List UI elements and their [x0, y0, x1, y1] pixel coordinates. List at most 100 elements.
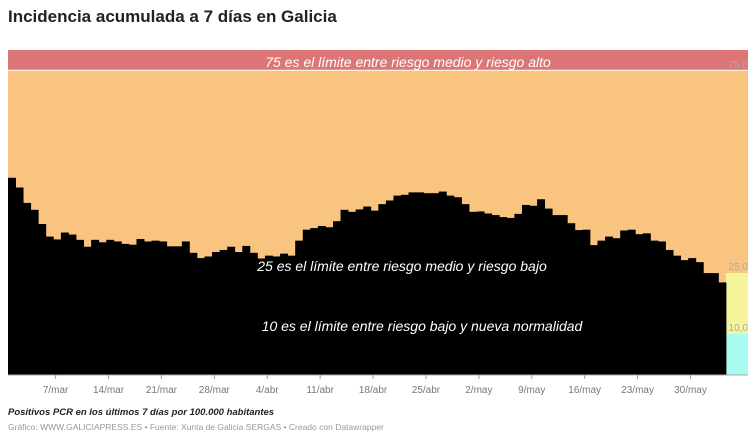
bar: [718, 282, 727, 375]
x-tick-label: 14/mar: [93, 385, 125, 396]
bar: [514, 213, 523, 375]
bar: [529, 205, 538, 375]
bar: [113, 241, 122, 375]
annotation-low: 10 es el límite entre riesgo bajo y nuev…: [262, 318, 584, 334]
x-tick-label: 11/abr: [306, 385, 334, 396]
bar: [174, 246, 183, 375]
bar: [416, 192, 425, 375]
bar: [484, 213, 493, 375]
bar: [8, 177, 16, 375]
bar: [597, 240, 606, 375]
bar: [431, 193, 440, 375]
bar: [53, 239, 62, 375]
bar: [695, 262, 704, 375]
chart-note: Positivos PCR en los últimos 7 días por …: [8, 407, 275, 418]
bar: [688, 258, 697, 375]
bar: [665, 249, 674, 375]
band-new-normal: [726, 333, 748, 375]
bar: [446, 195, 455, 375]
bar: [537, 199, 546, 375]
bar: [401, 194, 409, 375]
band-high-risk: [8, 50, 748, 71]
bar: [317, 226, 326, 375]
x-tick-label: 16/may: [568, 385, 601, 396]
bar: [491, 215, 500, 375]
bar: [363, 206, 372, 375]
bar: [408, 192, 417, 375]
bar: [219, 249, 228, 375]
bar: [295, 240, 304, 375]
bar: [144, 241, 152, 375]
band-low-risk: [726, 273, 748, 334]
bar: [370, 210, 379, 375]
bar: [521, 204, 530, 375]
bar: [242, 245, 251, 375]
bar: [574, 230, 583, 375]
bar: [703, 273, 712, 375]
bar: [378, 204, 387, 375]
bar: [272, 256, 281, 375]
bar: [264, 255, 273, 375]
bar: [710, 273, 719, 375]
bar: [385, 200, 394, 375]
x-tick-label: 18/abr: [359, 385, 388, 396]
bar: [136, 239, 145, 375]
bar: [476, 211, 485, 375]
bar: [91, 239, 100, 375]
x-tick-label: 9/may: [518, 385, 545, 396]
x-tick-label: 21/mar: [146, 385, 178, 396]
bar: [159, 241, 168, 375]
bar: [605, 236, 614, 375]
bar: [121, 243, 130, 375]
x-tick-label: 7/mar: [43, 385, 69, 396]
x-tick-label: 2/may: [465, 385, 492, 396]
bar: [23, 202, 32, 375]
bar: [189, 252, 198, 375]
x-tick-label: 28/mar: [199, 385, 231, 396]
bar: [340, 209, 349, 375]
bar: [196, 258, 205, 375]
x-tick-label: 23/may: [621, 385, 654, 396]
bar: [151, 240, 160, 375]
bar: [589, 245, 598, 375]
bar: [257, 258, 266, 375]
annotation-high: 75 es el límite entre riesgo medio y rie…: [265, 54, 551, 70]
bar: [60, 232, 69, 375]
bar: [15, 187, 24, 375]
bar: [212, 252, 221, 375]
bar: [673, 255, 682, 375]
bar: [310, 228, 319, 375]
bar: [38, 224, 47, 375]
bar: [83, 246, 92, 375]
bar: [30, 209, 39, 375]
bar: [423, 193, 432, 375]
bar: [469, 211, 477, 375]
annotation-medium: 25 es el límite entre riesgo medio y rie…: [256, 258, 547, 274]
bar: [166, 246, 175, 375]
bar: [552, 215, 561, 375]
x-tick-label: 4/abr: [256, 385, 279, 396]
bar: [461, 204, 470, 375]
bar: [680, 260, 689, 375]
bar: [204, 256, 213, 375]
bar: [45, 236, 54, 375]
bar: [499, 217, 508, 375]
bar: [227, 246, 236, 375]
bar: [76, 239, 84, 375]
value-label-10: 10,0: [729, 323, 749, 334]
chart-credit: Gráfico: WWW.GALICIAPRESS.ES • Fuente: X…: [8, 422, 384, 432]
bar: [650, 240, 659, 375]
bar: [181, 241, 190, 375]
bar: [620, 230, 629, 375]
bar: [348, 211, 357, 375]
x-tick-label: 30/may: [674, 385, 707, 396]
value-label-25: 25,0: [729, 262, 749, 273]
bar: [68, 234, 77, 375]
bar: [635, 234, 644, 375]
bar: [355, 209, 364, 375]
bar: [559, 215, 568, 375]
bar: [393, 195, 402, 375]
bar: [544, 208, 553, 375]
bar: [302, 229, 311, 375]
